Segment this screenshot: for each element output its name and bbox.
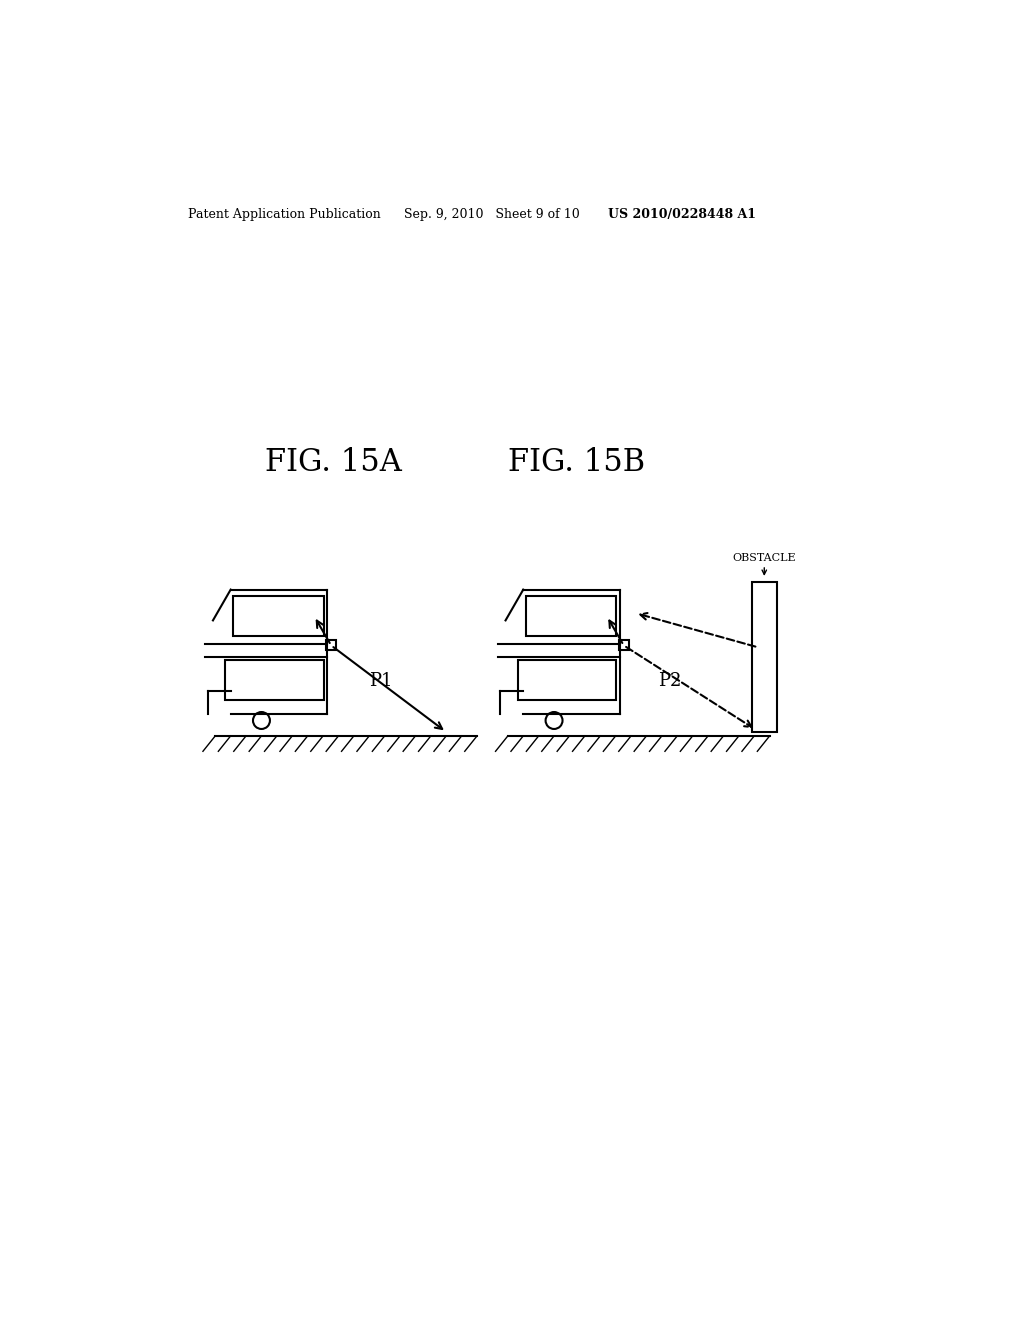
Bar bbox=[518, 660, 616, 701]
Text: OBSTACLE: OBSTACLE bbox=[732, 553, 796, 562]
Bar bbox=[233, 595, 324, 636]
Text: FIG. 15B: FIG. 15B bbox=[508, 447, 645, 478]
Bar bbox=[752, 582, 776, 733]
Bar bbox=[225, 660, 324, 701]
Text: P1: P1 bbox=[370, 672, 393, 690]
Bar bbox=[525, 595, 616, 636]
Text: Sep. 9, 2010   Sheet 9 of 10: Sep. 9, 2010 Sheet 9 of 10 bbox=[403, 209, 580, 222]
Text: FIG. 15A: FIG. 15A bbox=[265, 447, 402, 478]
Text: US 2010/0228448 A1: US 2010/0228448 A1 bbox=[608, 209, 756, 222]
Bar bbox=[618, 640, 629, 651]
Text: P2: P2 bbox=[658, 672, 681, 690]
Text: Patent Application Publication: Patent Application Publication bbox=[188, 209, 381, 222]
Bar bbox=[326, 640, 336, 651]
